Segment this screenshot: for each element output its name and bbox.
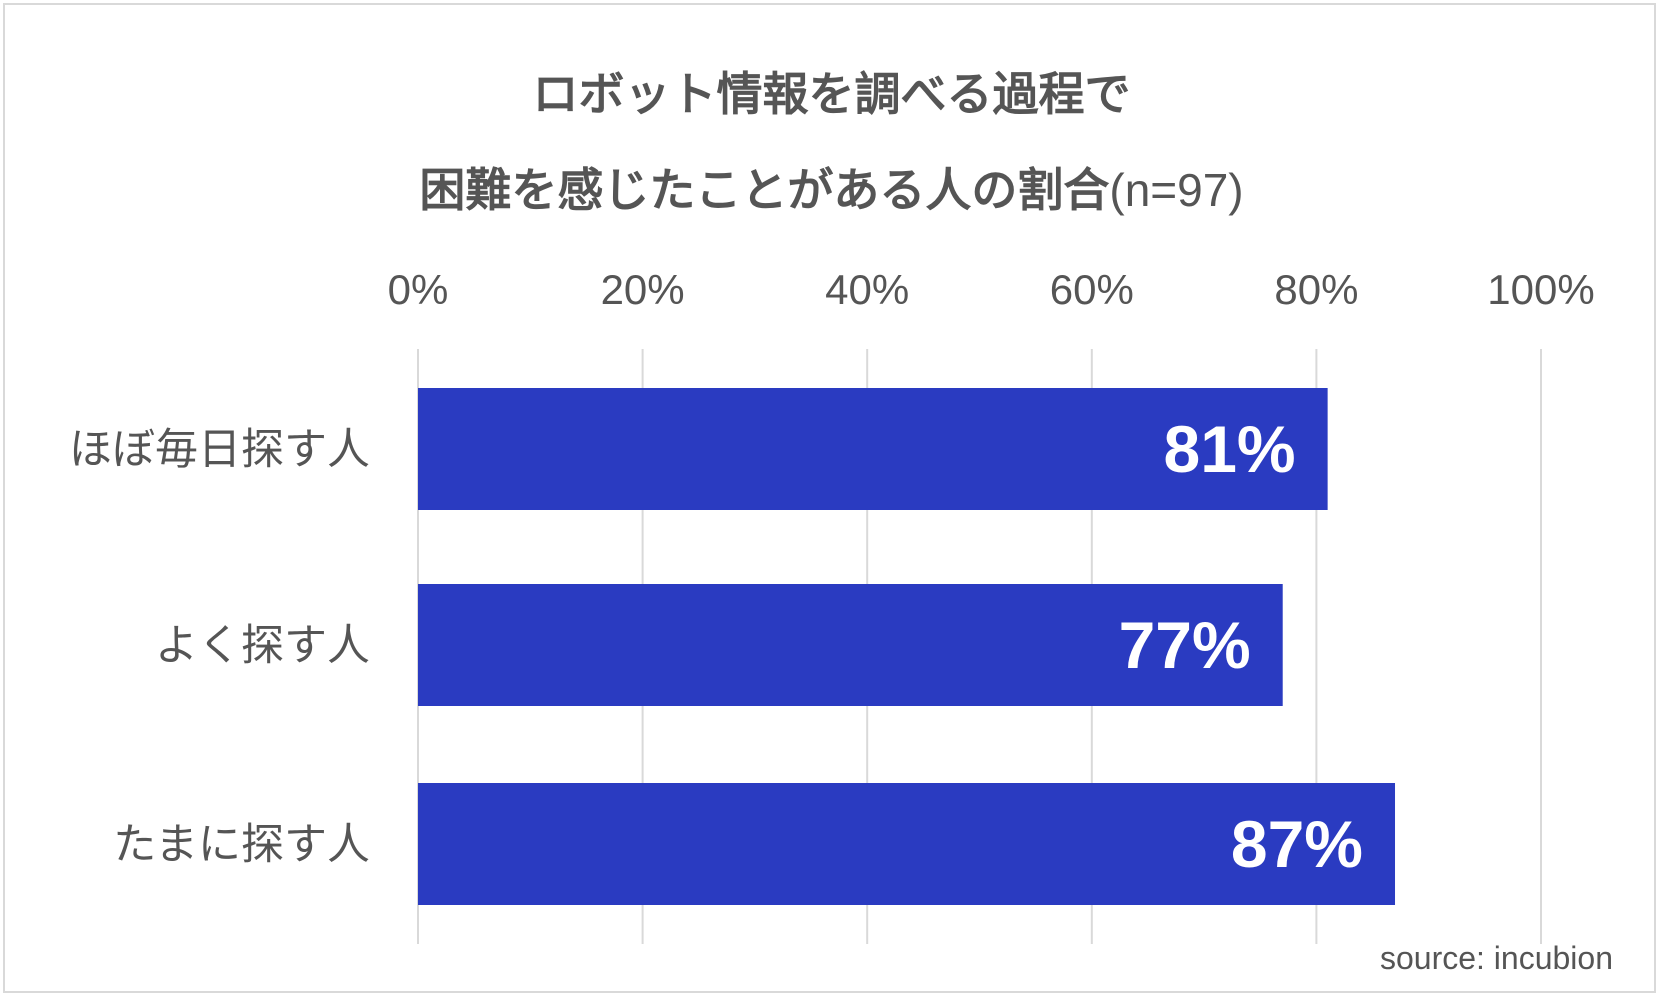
chart-title-line2: 困難を感じたことがある人の割合(n=97) <box>0 154 1663 220</box>
bar-value-label: 77% <box>1119 608 1251 682</box>
title-line2-text: 困難を感じたことがある人の割合 <box>419 164 1110 216</box>
title-line1-text: ロボット情報を調べる過程で <box>532 68 1131 120</box>
x-tick-label: 0% <box>388 266 449 313</box>
bar-value-label: 87% <box>1231 807 1363 881</box>
x-tick-label: 80% <box>1274 266 1358 313</box>
bar <box>418 584 1283 706</box>
x-tick-label: 40% <box>825 266 909 313</box>
chart-frame <box>3 3 1656 993</box>
x-tick-label: 20% <box>601 266 685 313</box>
x-tick-label: 60% <box>1050 266 1134 313</box>
category-label: たまに探す人 <box>113 820 370 870</box>
source-note: source: incubion <box>1379 940 1613 976</box>
bar <box>418 783 1396 905</box>
bar-value-label: 81% <box>1164 412 1296 486</box>
x-tick-label: 100% <box>1487 266 1594 313</box>
bar <box>418 388 1328 510</box>
title-sample-size: (n=97) <box>1109 164 1244 216</box>
category-label: ほぼ毎日探す人 <box>69 425 370 475</box>
chart-title-line1: ロボット情報を調べる過程で <box>0 58 1663 124</box>
category-label: よく探す人 <box>155 621 370 671</box>
